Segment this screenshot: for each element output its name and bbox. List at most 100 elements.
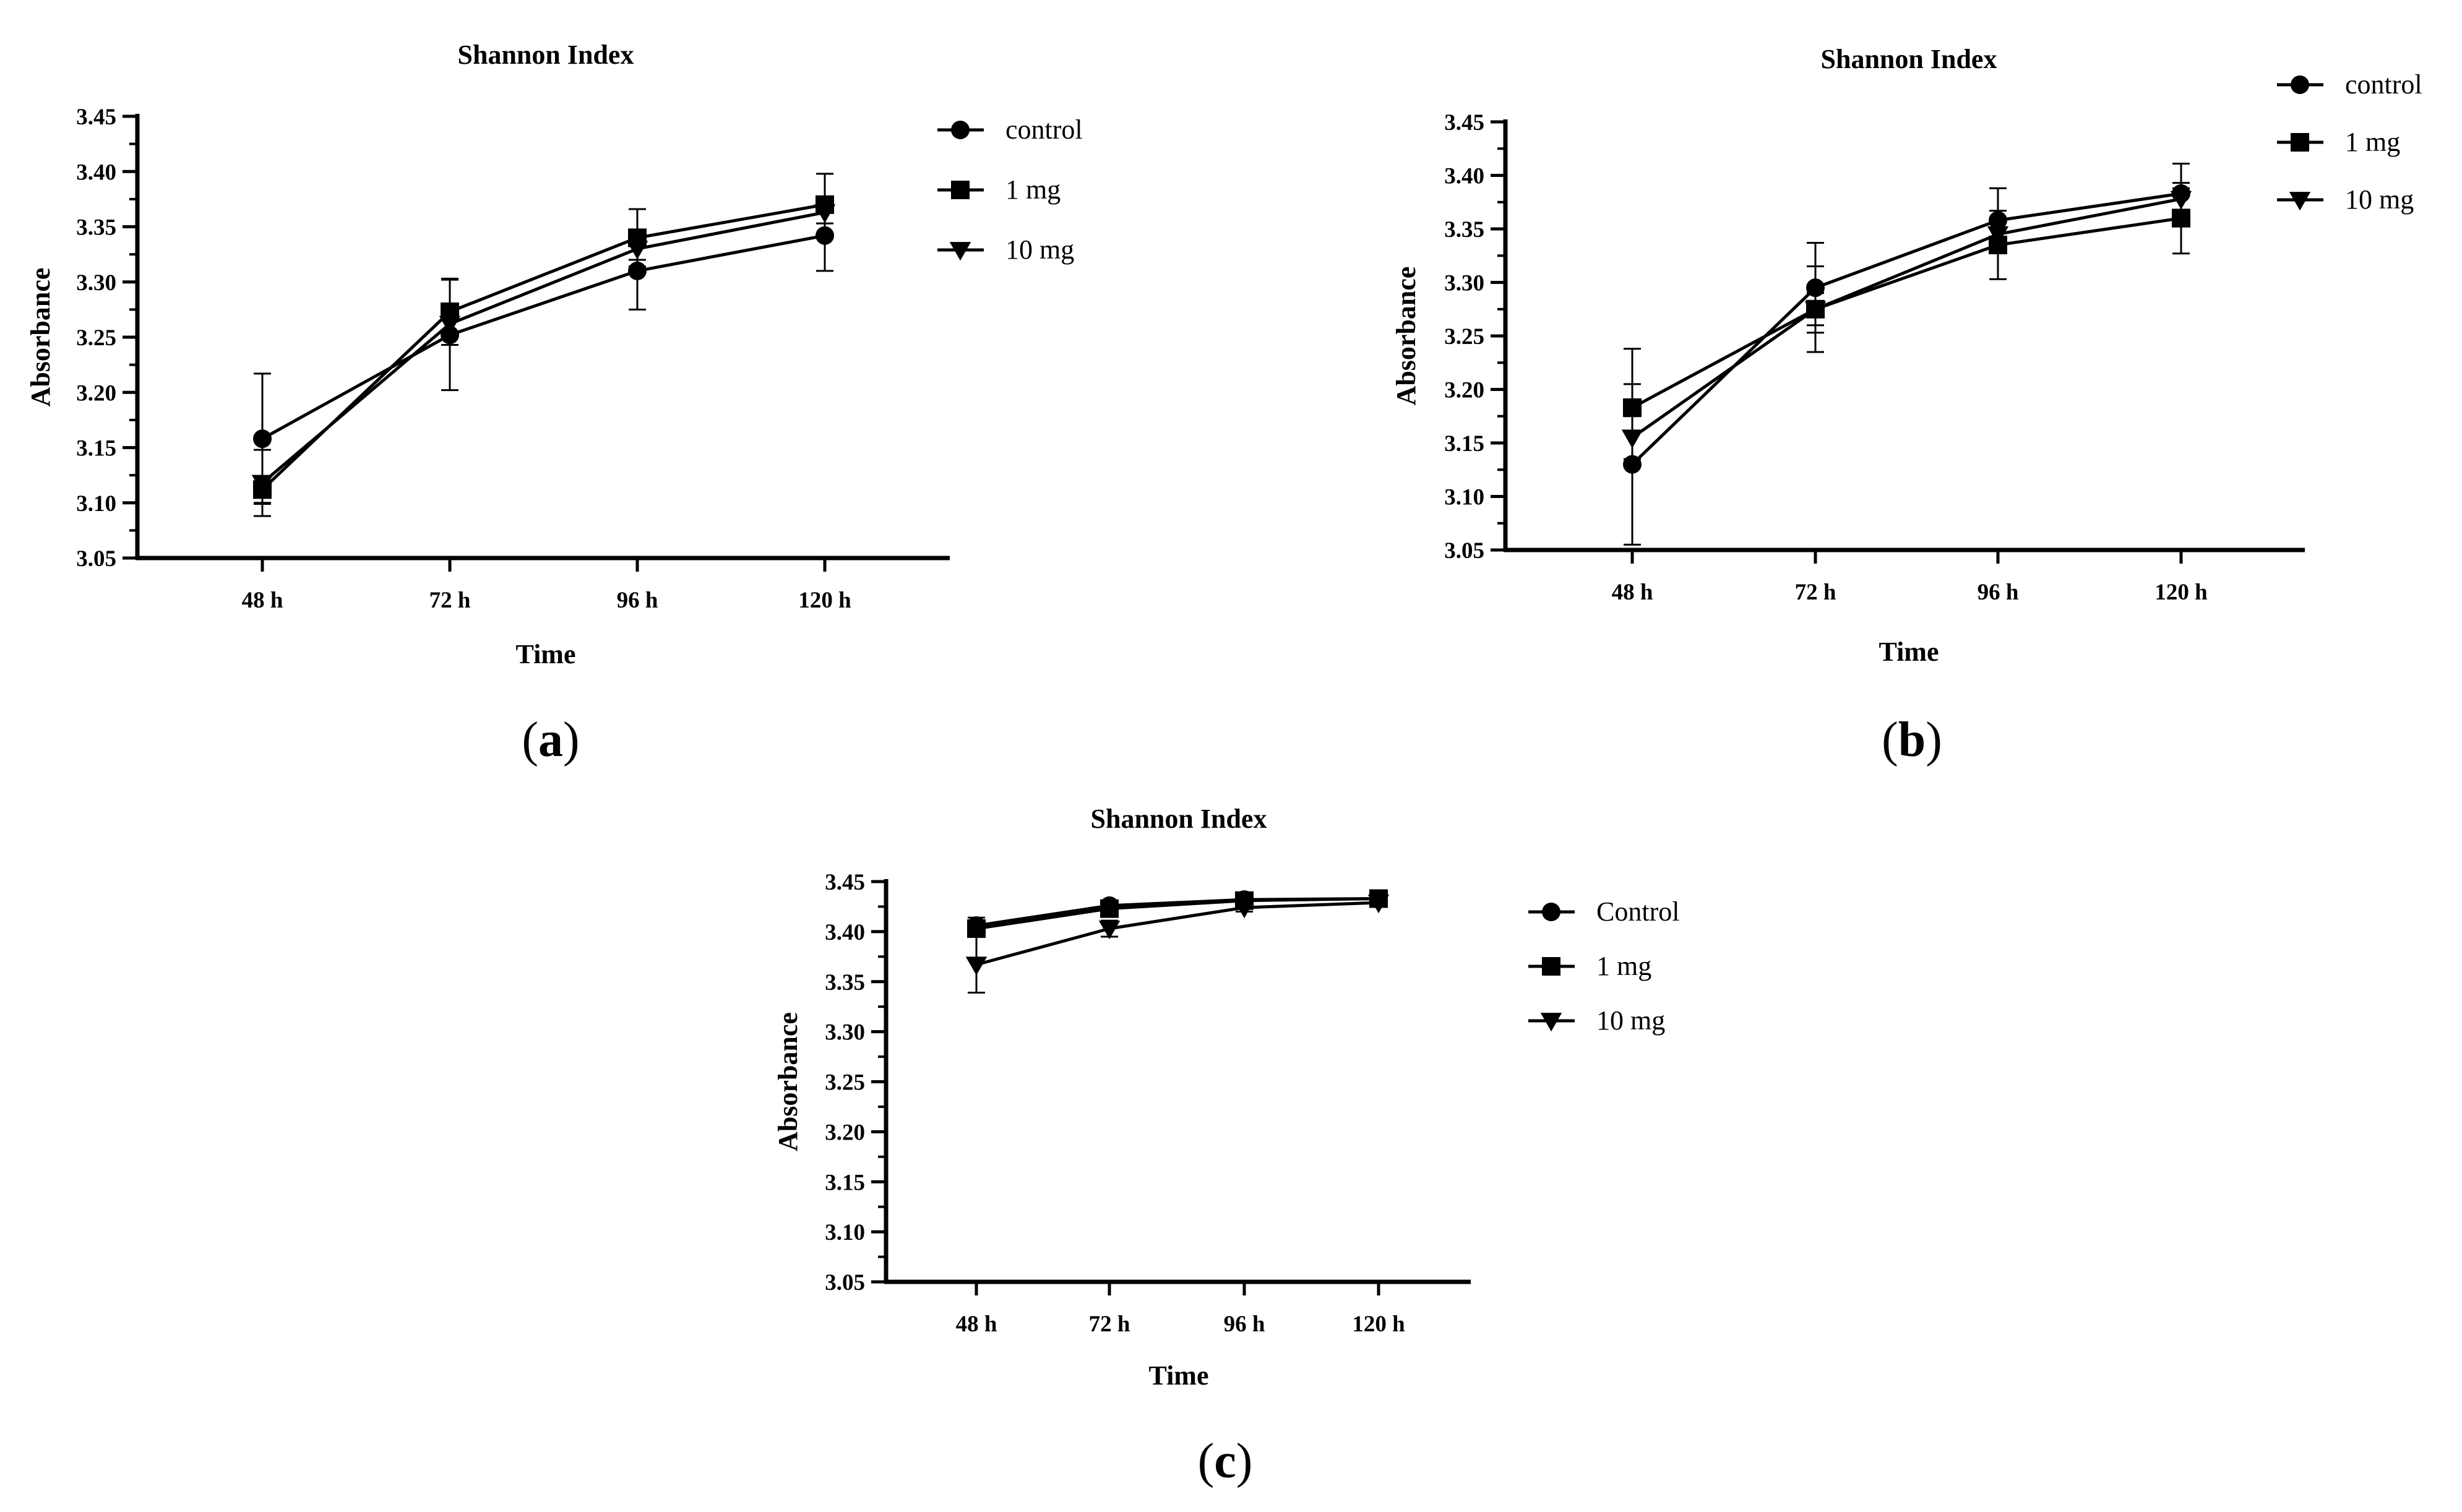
data-point xyxy=(1367,895,1390,914)
y-tick-label: 3.15 xyxy=(825,1170,865,1195)
data-point xyxy=(1621,429,1643,449)
data-point xyxy=(1987,226,2009,245)
y-tick-label: 3.40 xyxy=(1444,164,1484,189)
chart-panel-c: Shannon Index Time Absorbance 3.05 3.10 3.15 3… xyxy=(773,804,1679,1391)
y-tick-label: 3.45 xyxy=(1444,110,1484,135)
series-line xyxy=(1631,192,2182,466)
data-point xyxy=(439,316,461,335)
data-point xyxy=(1804,301,1827,320)
series-square xyxy=(1623,182,2190,468)
series-circle xyxy=(253,199,834,505)
series-line xyxy=(261,234,825,440)
chart-panel-b: Shannon Index Time Absorbance 3.05 3.10 3.15 3… xyxy=(1391,44,2422,667)
series-circle xyxy=(1623,162,2190,546)
legend-label: Control xyxy=(1596,896,1679,927)
y-tick-label: 3.25 xyxy=(825,1070,865,1096)
x-tick-label: 120 h xyxy=(798,588,851,613)
series-square xyxy=(967,889,1388,939)
panel-label-c: (c) xyxy=(1198,1434,1253,1488)
x-tick-label: 96 h xyxy=(1978,580,2019,605)
series-line xyxy=(261,203,825,491)
panel-label-b: (b) xyxy=(1882,713,1942,767)
series-line xyxy=(1631,217,2182,410)
y-axis-label: Absorbance xyxy=(773,1012,803,1151)
data-point xyxy=(626,241,648,260)
data-point xyxy=(965,956,988,976)
legend-label: 10 mg xyxy=(1005,234,1074,265)
legend-label: control xyxy=(2345,69,2422,100)
series-line xyxy=(976,896,1379,930)
y-tick-label: 3.25 xyxy=(1444,324,1484,350)
x-tick-label: 48 h xyxy=(242,588,283,613)
x-tick-label: 120 h xyxy=(1352,1312,1405,1337)
y-tick-label: 3.05 xyxy=(76,546,116,572)
y-tick-label: 3.40 xyxy=(76,160,116,185)
x-tick-label: 120 h xyxy=(2154,580,2208,605)
chart-title: Shannon Index xyxy=(458,40,634,70)
data-point xyxy=(1233,900,1255,919)
data-point xyxy=(1623,398,1642,417)
y-tick-label: 3.20 xyxy=(825,1120,865,1145)
x-tick-label: 48 h xyxy=(1612,580,1653,605)
series-triangle xyxy=(965,895,1390,994)
y-tick-label: 3.45 xyxy=(76,105,116,130)
data-point xyxy=(2172,208,2190,228)
y-tick-label: 3.20 xyxy=(1444,378,1484,403)
y-tick-label: 3.35 xyxy=(76,215,116,241)
panel-label-a: (a) xyxy=(522,713,579,767)
y-tick-label: 3.20 xyxy=(76,380,116,406)
data-point xyxy=(967,919,986,939)
data-point xyxy=(1100,899,1119,918)
legend-marker xyxy=(951,121,970,139)
data-point xyxy=(253,429,272,449)
x-tick-label: 96 h xyxy=(1224,1312,1265,1337)
chart-title: Shannon Index xyxy=(1091,804,1267,834)
series-line xyxy=(976,901,1379,966)
chart-title: Shannon Index xyxy=(1821,44,1997,74)
chart-panel-a: Shannon Index Time Absorbance 3.05 3.10 3.15 3… xyxy=(25,40,1083,669)
x-axis-label: Time xyxy=(516,639,576,669)
legend-marker xyxy=(2291,133,2309,152)
x-axis-label: Time xyxy=(1149,1360,1209,1391)
data-point xyxy=(251,475,273,494)
y-tick-label: 3.15 xyxy=(1444,431,1484,457)
y-tick-label: 3.30 xyxy=(1444,271,1484,296)
data-point xyxy=(1098,921,1121,940)
legend-label: 1 mg xyxy=(1596,951,1651,981)
y-tick-label: 3.15 xyxy=(76,436,116,462)
legend-label: 10 mg xyxy=(1596,1005,1665,1036)
legend-label: 10 mg xyxy=(2345,184,2414,215)
legend-marker xyxy=(1542,957,1560,976)
series-line xyxy=(261,210,825,484)
x-tick-label: 96 h xyxy=(617,588,658,613)
y-tick-label: 3.40 xyxy=(825,920,865,945)
legend-label: 1 mg xyxy=(1005,174,1061,205)
y-tick-label: 3.10 xyxy=(825,1220,865,1245)
x-tick-label: 72 h xyxy=(1089,1312,1130,1337)
x-axis-label: Time xyxy=(1879,637,1939,667)
series-line xyxy=(976,896,1379,927)
legend-marker xyxy=(949,242,971,261)
x-tick-label: 72 h xyxy=(429,588,471,613)
y-tick-label: 3.30 xyxy=(76,270,116,296)
data-point xyxy=(2170,191,2192,210)
series-circle xyxy=(967,889,1388,935)
y-tick-label: 3.05 xyxy=(825,1270,865,1295)
y-tick-label: 3.10 xyxy=(76,491,116,517)
series-triangle xyxy=(1621,187,2192,460)
y-tick-label: 3.10 xyxy=(1444,485,1484,510)
legend-marker xyxy=(1540,1013,1562,1032)
y-tick-label: 3.25 xyxy=(76,325,116,351)
series-line xyxy=(1631,197,2182,439)
y-axis-label: Absorbance xyxy=(25,268,56,407)
legend-marker xyxy=(2291,75,2309,94)
x-tick-label: 72 h xyxy=(1795,580,1836,605)
y-tick-label: 3.35 xyxy=(825,970,865,995)
x-tick-label: 48 h xyxy=(956,1312,997,1337)
y-axis-label: Absorbance xyxy=(1391,267,1421,406)
y-tick-label: 3.45 xyxy=(825,870,865,895)
legend-marker xyxy=(2289,192,2311,211)
legend-marker xyxy=(1542,903,1560,921)
legend-label: 1 mg xyxy=(2345,127,2400,157)
